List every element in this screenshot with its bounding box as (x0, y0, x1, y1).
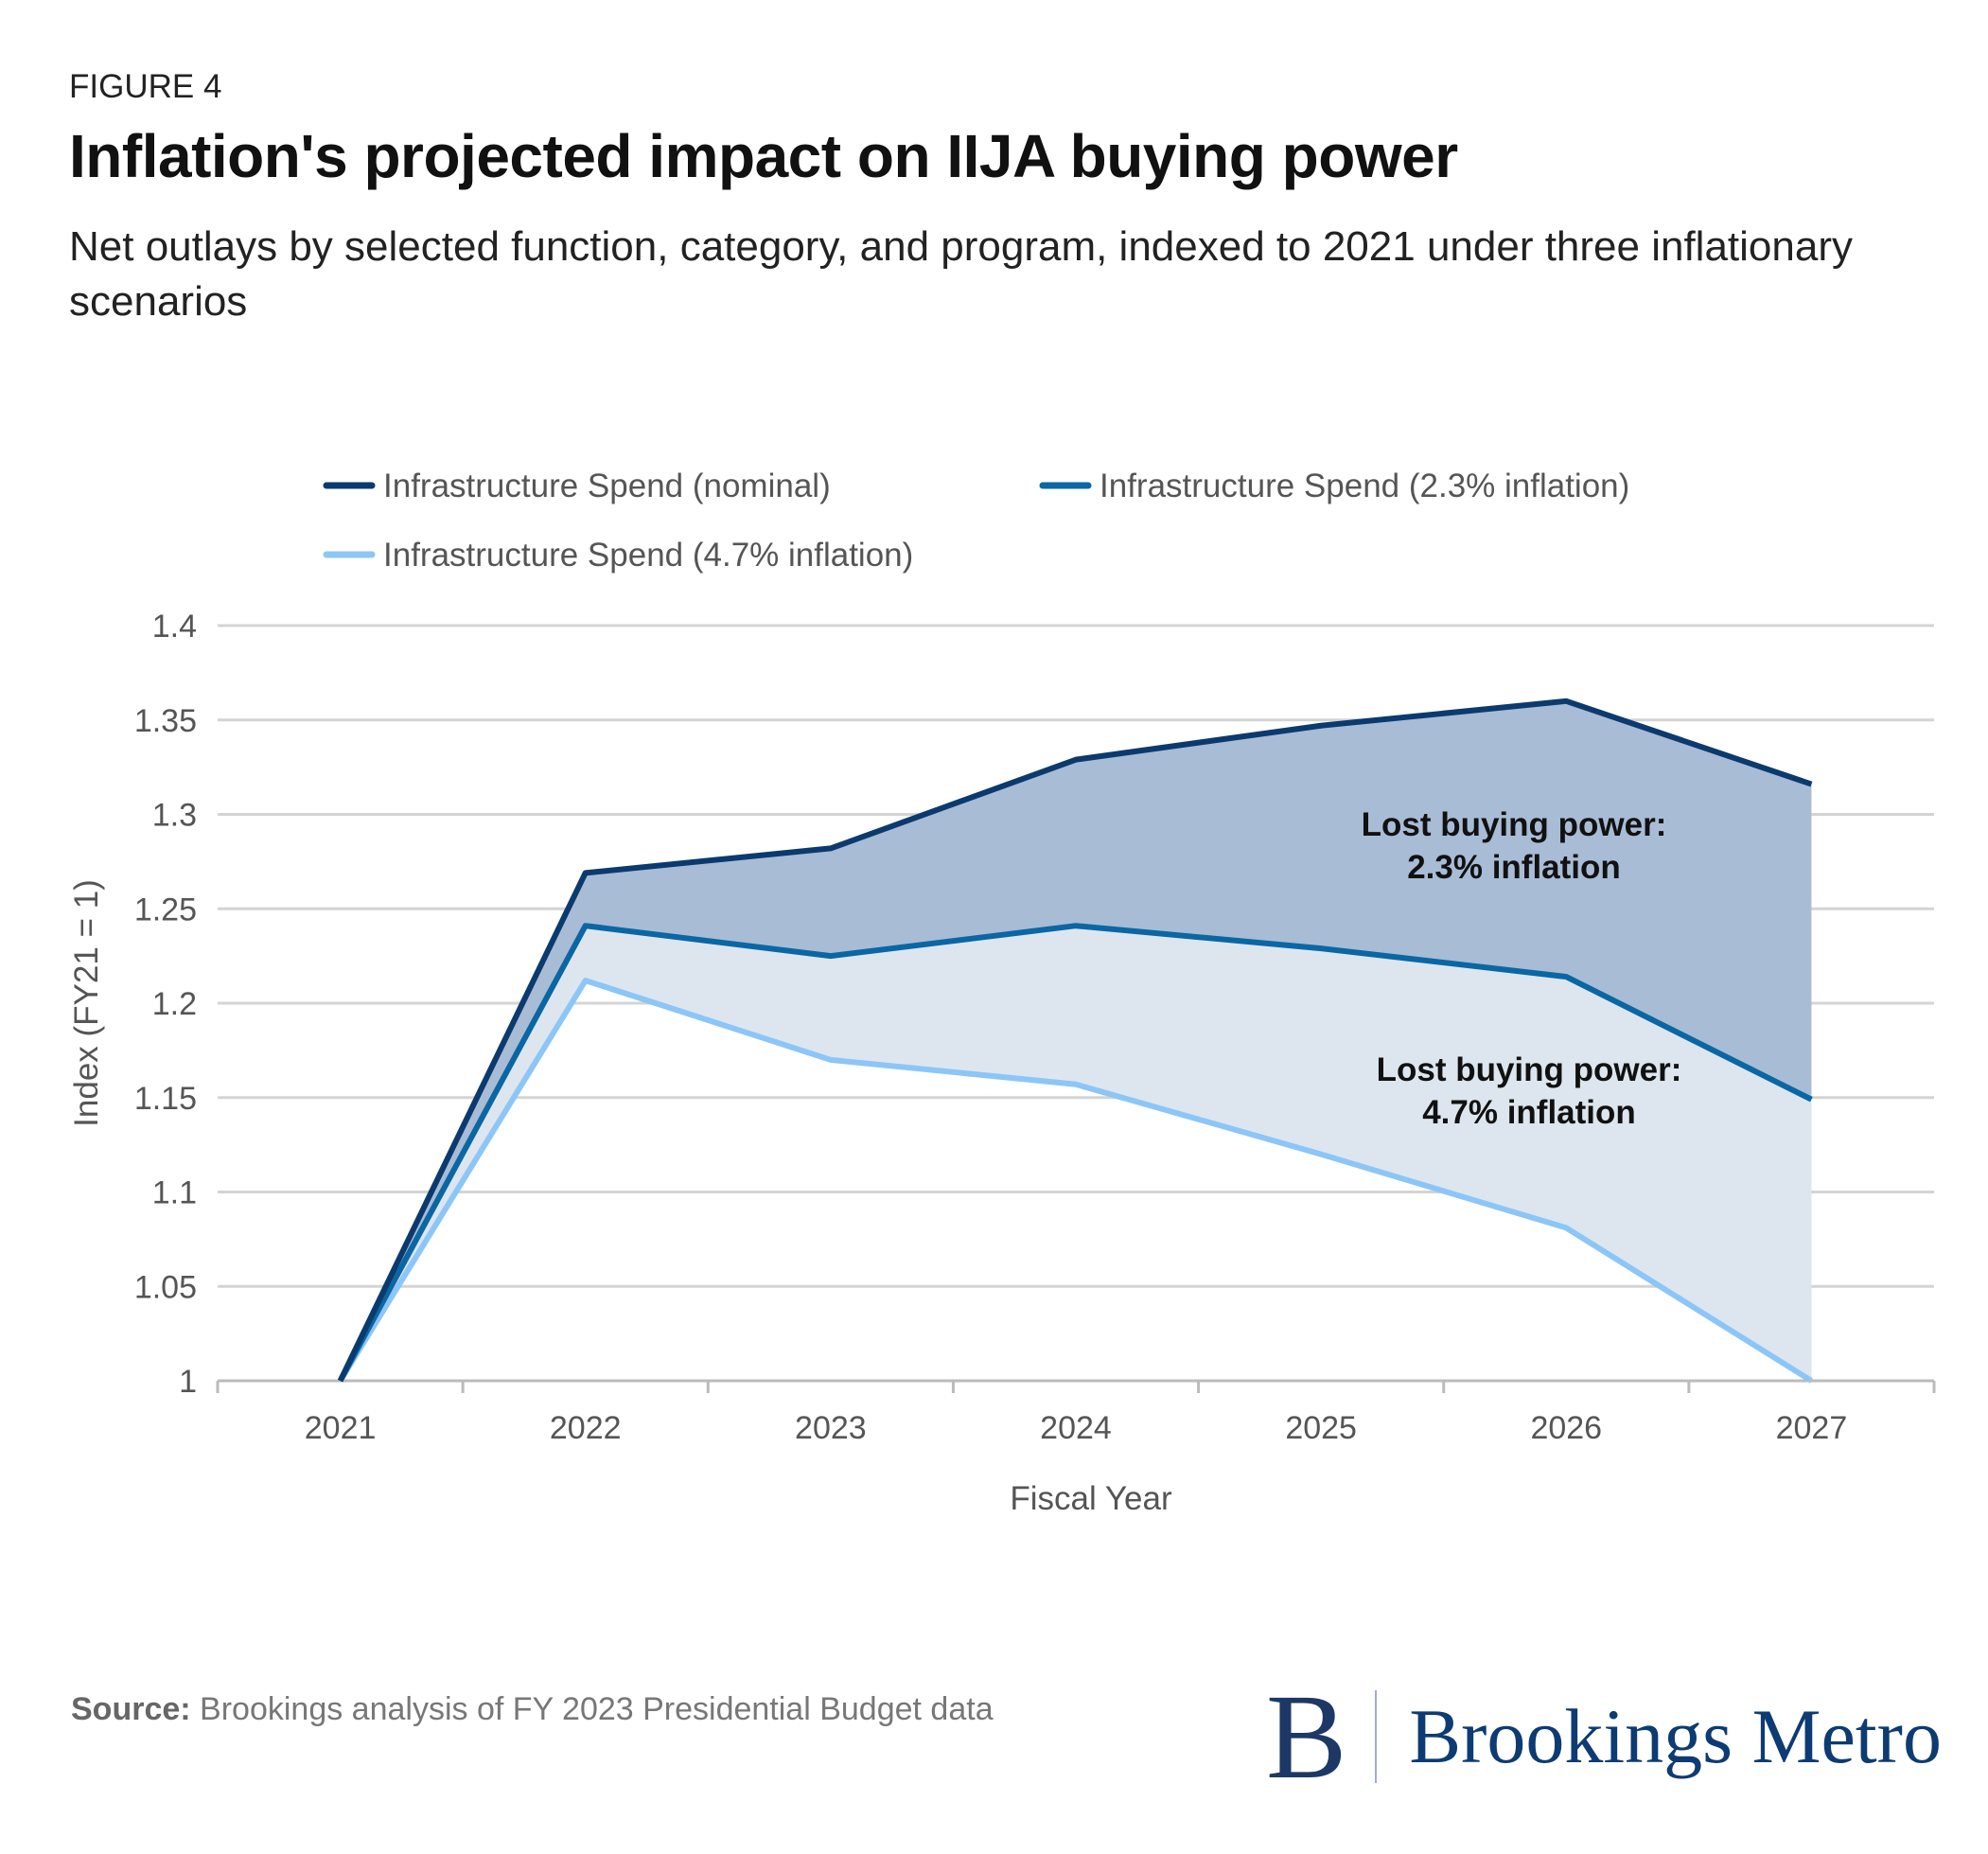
y-tick-label: 1.2 (152, 986, 197, 1022)
legend-label: Infrastructure Spend (nominal) (383, 468, 831, 504)
legend-label: Infrastructure Spend (2.3% inflation) (1100, 468, 1629, 504)
y-tick-label: 1.05 (134, 1269, 197, 1305)
x-tick-label: 2022 (550, 1410, 622, 1446)
figure-label: FIGURE 4 (69, 68, 222, 105)
annotation-line2: 2.3% inflation (1407, 849, 1621, 886)
chart-title: Inflation's projected impact on IIJA buy… (69, 122, 1458, 190)
brookings-metro-logo: B Brookings Metro (1266, 1676, 1942, 1797)
source-text: Brookings analysis of FY 2023 Presidenti… (190, 1691, 994, 1727)
legend-label: Infrastructure Spend (4.7% inflation) (383, 537, 913, 574)
y-tick-label: 1.1 (152, 1175, 197, 1211)
chart: 1 1.05 1.1 1.15 1.2 1.25 1.3 1.35 1.4 2021 2022 202… (68, 468, 1936, 1517)
logo-name: Brookings Metro (1409, 1693, 1942, 1779)
annotation-line1: Lost buying power: (1362, 806, 1667, 843)
x-tick-label: 2021 (305, 1410, 377, 1446)
y-tick-label: 1.15 (134, 1081, 197, 1117)
y-tick-label: 1.4 (152, 609, 197, 644)
y-tick-label: 1 (179, 1364, 197, 1400)
chart-subtitle: Net outlays by selected function, catego… (69, 223, 1853, 325)
y-tick-label: 1.25 (134, 892, 197, 927)
x-tick-label: 2024 (1040, 1410, 1112, 1446)
logo-mark: B (1266, 1669, 1347, 1804)
y-tick-label: 1.35 (134, 703, 197, 739)
x-tick-label: 2026 (1530, 1410, 1602, 1446)
y-axis-label: Index (FY21 = 1) (68, 879, 105, 1127)
annotation-line1: Lost buying power: (1377, 1051, 1682, 1088)
annotation-line2: 4.7% inflation (1422, 1094, 1636, 1131)
x-tick-label: 2023 (795, 1410, 867, 1446)
source-label: Source: (71, 1691, 191, 1727)
x-tick-label: 2025 (1285, 1410, 1357, 1446)
y-tick-label: 1.3 (152, 798, 197, 834)
x-axis-label: Fiscal Year (1010, 1480, 1172, 1517)
area-lost-2-3 (340, 700, 1812, 1381)
logo-divider (1375, 1690, 1378, 1783)
area-lost-4-7 (340, 926, 1812, 1381)
x-tick-label: 2027 (1776, 1410, 1848, 1446)
source-note: Source: Brookings analysis of FY 2023 Pr… (71, 1691, 994, 1728)
